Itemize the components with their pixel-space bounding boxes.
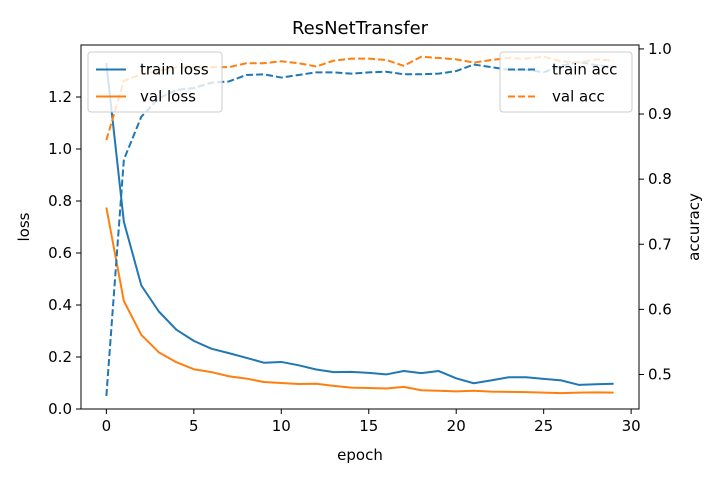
legend-label: train acc [552, 61, 617, 79]
y-axis-title-right: accuracy [685, 193, 703, 261]
y-right-tick-label: 1.0 [648, 40, 672, 58]
x-tick-label: 30 [622, 417, 641, 435]
x-tick-label: 0 [102, 417, 112, 435]
legend-label: val acc [552, 88, 605, 106]
y-left-tick-label: 1.2 [48, 88, 72, 106]
y-left-tick-label: 0.0 [48, 400, 72, 418]
x-tick-label: 15 [359, 417, 378, 435]
y-right-tick-label: 0.5 [648, 365, 672, 383]
y-axis-ticks-left: 0.0 0.2 0.4 0.6 0.8 1.0 1.2 [48, 88, 81, 418]
x-tick-label: 25 [534, 417, 553, 435]
legend-left: train loss val loss [87, 51, 223, 113]
x-tick-label: 10 [272, 417, 291, 435]
legend-label: train loss [140, 61, 209, 79]
y-left-tick-label: 0.6 [48, 244, 72, 262]
y-axis-title-left: loss [15, 212, 33, 241]
series-line-train-loss [105, 63, 614, 386]
y-right-tick-label: 0.9 [648, 105, 672, 123]
y-right-tick-label: 0.8 [648, 170, 672, 188]
x-axis-title: epoch [337, 446, 383, 464]
chart-title: ResNetTransfer [292, 18, 429, 39]
x-tick-label: 5 [189, 417, 199, 435]
y-right-tick-label: 0.7 [648, 235, 672, 253]
x-tick-label: 20 [447, 417, 466, 435]
y-left-tick-label: 0.4 [48, 296, 72, 314]
y-axis-ticks-right: 0.5 0.6 0.7 0.8 0.9 1.0 [639, 40, 672, 383]
legend-right: train acc val acc [499, 51, 633, 113]
x-axis-ticks: 0 5 10 15 20 25 30 [102, 409, 641, 435]
plot-frame [80, 44, 640, 410]
y-left-tick-label: 0.2 [48, 348, 72, 366]
y-left-tick-label: 0.8 [48, 192, 72, 210]
series-line-val-loss [105, 207, 614, 395]
y-right-tick-label: 0.6 [648, 300, 672, 318]
y-left-tick-label: 1.0 [48, 140, 72, 158]
legend-label: val loss [140, 88, 196, 106]
